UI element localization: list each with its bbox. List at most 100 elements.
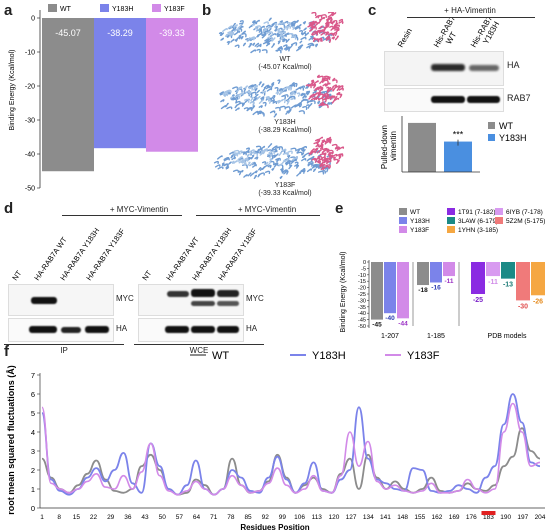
b-vimentin-light-wt-strand: [276, 28, 281, 32]
b-vimentin-light-y183h-strand: [244, 85, 248, 89]
b-vimentin-y183h-strand: [269, 110, 276, 114]
b-vimentin-y183h-strand: [300, 92, 304, 97]
b-vimentin-wt-strand: [252, 20, 256, 25]
b-vimentin-light-y183f-strand: [237, 156, 243, 161]
b-vimentin-light-wt-strand: [274, 22, 278, 28]
b-vimentin-wt-strand: [254, 42, 260, 47]
b-vimentin-light-y183h-strand: [275, 91, 280, 95]
b-rab7-y183f-strand: [308, 150, 314, 155]
b-vimentin-y183f-strand: [262, 161, 267, 165]
b-rab7-y183h-strand: [332, 88, 336, 92]
b-vimentin-y183f-strand: [243, 150, 249, 155]
b-vimentin-y183h-strand: [271, 83, 275, 87]
b-vimentin-light-y183h-strand: [290, 97, 295, 101]
f-xtick-label: 190: [500, 514, 511, 521]
f-x-axis-label: Residues Position: [240, 523, 309, 532]
b-rab7-wt-strand: [309, 28, 314, 32]
b-rab7-y183f-strand: [333, 158, 339, 164]
b-vimentin-y183h-strand: [253, 93, 259, 99]
b-vimentin-y183f-strand: [294, 161, 299, 166]
b-structures-drawing: [213, 11, 345, 179]
d-wce-band-ha-y183h: [191, 326, 215, 333]
b-vimentin-light-y183f-strand: [265, 161, 269, 165]
f-xtick-label: 15: [73, 514, 81, 521]
b-rab7-y183f-strand: [327, 139, 332, 144]
f-xtick-label: 1: [40, 514, 44, 521]
c-band-rab7-y183h: [467, 96, 500, 103]
c-legend-label: Y183H: [499, 133, 527, 143]
b-vimentin-y183h-strand: [254, 87, 258, 92]
b-rab7-y183h-strand: [331, 85, 335, 89]
b-vimentin-light-y183h-strand: [291, 90, 295, 96]
b-vimentin-wt-strand: [252, 42, 256, 46]
b-vimentin-y183f-strand: [307, 163, 313, 167]
c-y-axis-label-line2: vimentin: [389, 131, 398, 161]
d-wce-band-myc-wt-upper: [167, 291, 189, 297]
b-vimentin-light-y183h-strand: [296, 92, 301, 97]
b-rab7-y183h: [305, 74, 344, 109]
e-bar-value-label: -16: [431, 284, 441, 291]
b-rab7-wt-strand: [312, 37, 316, 42]
d-wce-blot-myc: [138, 284, 244, 316]
b-vimentin-y183h-strand: [305, 90, 310, 96]
b-vimentin-light-wt-strand: [262, 28, 266, 33]
b-vimentin-y183h-strand: [279, 105, 286, 110]
b-vimentin-y183h-strand: [290, 84, 296, 88]
b-vimentin-wt-strand: [294, 26, 301, 30]
e-ytick-label: -5: [361, 266, 366, 272]
b-struct-y183f-name: Y183F: [274, 182, 296, 189]
b-vimentin-y183f-strand: [279, 175, 283, 179]
e-bar: [430, 262, 442, 283]
b-vimentin-y183f-strand: [271, 148, 278, 153]
b-vimentin-y183h-strand: [277, 79, 281, 84]
d-right-header: + MYC-Vimentin: [237, 205, 297, 214]
a-ytick-label: -50: [25, 186, 35, 193]
b-rab7-y183h-strand: [322, 94, 326, 98]
b-vimentin-y183h-strand: [246, 107, 252, 112]
b-vimentin-wt-strand: [270, 24, 274, 28]
c-lane-wt: His-RAB7 WT: [432, 18, 466, 54]
b-vimentin-y183f-strand: [313, 168, 317, 172]
b-vimentin-wt-strand: [257, 33, 263, 37]
b-vimentin-y183h-strand: [250, 91, 257, 96]
b-vimentin-y183h-strand: [232, 98, 238, 104]
b-vimentin-y183f-strand: [283, 170, 288, 175]
b-vimentin-light-y183f-strand: [269, 158, 273, 163]
b-vimentin-light-y183f-strand: [270, 153, 274, 157]
e-bar: [417, 262, 429, 286]
b-rab7-y183h-strand: [318, 102, 325, 107]
b-rab7-y183h-strand: [336, 91, 340, 96]
e-ytick-label: -40: [358, 311, 366, 317]
b-vimentin-wt-strand: [294, 25, 299, 29]
f-legend-label: Y183H: [312, 350, 346, 362]
a-bar-y183f: [146, 18, 198, 152]
d-ip-band-ha-y183f: [85, 326, 109, 333]
b-vimentin-light-y183h-strand: [255, 95, 261, 101]
b-rab7-y183f-strand: [315, 144, 320, 148]
b-vimentin-light-wt-strand: [254, 27, 259, 32]
b-rab7-y183h-strand: [323, 92, 329, 97]
b-rab7-wt-strand: [331, 36, 336, 40]
c-blot-rab7: [384, 88, 504, 112]
b-rab7-y183h-strand: [339, 85, 344, 89]
e-ytick-label: -25: [358, 292, 366, 298]
a-y-axis-label: Binding Energy (Kcal/mol): [9, 50, 16, 131]
f-xtick-label: 197: [517, 514, 528, 521]
b-vimentin-wt-strand: [234, 38, 238, 42]
d-wce-band-ha-y183f: [217, 326, 239, 333]
e-legend-label: 1T91 (7-182): [458, 209, 496, 216]
b-vimentin-wt-strand: [261, 49, 268, 54]
f-xtick-label: 148: [397, 514, 408, 521]
b-vimentin-wt-strand: [264, 40, 269, 44]
b-vimentin-y183f-strand: [228, 161, 232, 165]
f-xtick-label: 162: [432, 514, 443, 521]
b-vimentin-light-y183f-strand: [232, 152, 239, 157]
b-rab7-wt-strand: [318, 25, 323, 30]
d-wce-band-myc-y183h-lower: [191, 301, 215, 306]
b-vimentin-y183h-strand: [241, 102, 245, 107]
d-ip-footer-line: [4, 344, 124, 345]
e-pdb-bar-value-label: -30: [518, 303, 528, 310]
b-vimentin-wt-strand: [274, 28, 278, 32]
b-rab7-y183f-strand: [322, 156, 326, 160]
b-vimentin-light-wt-strand: [277, 22, 282, 26]
